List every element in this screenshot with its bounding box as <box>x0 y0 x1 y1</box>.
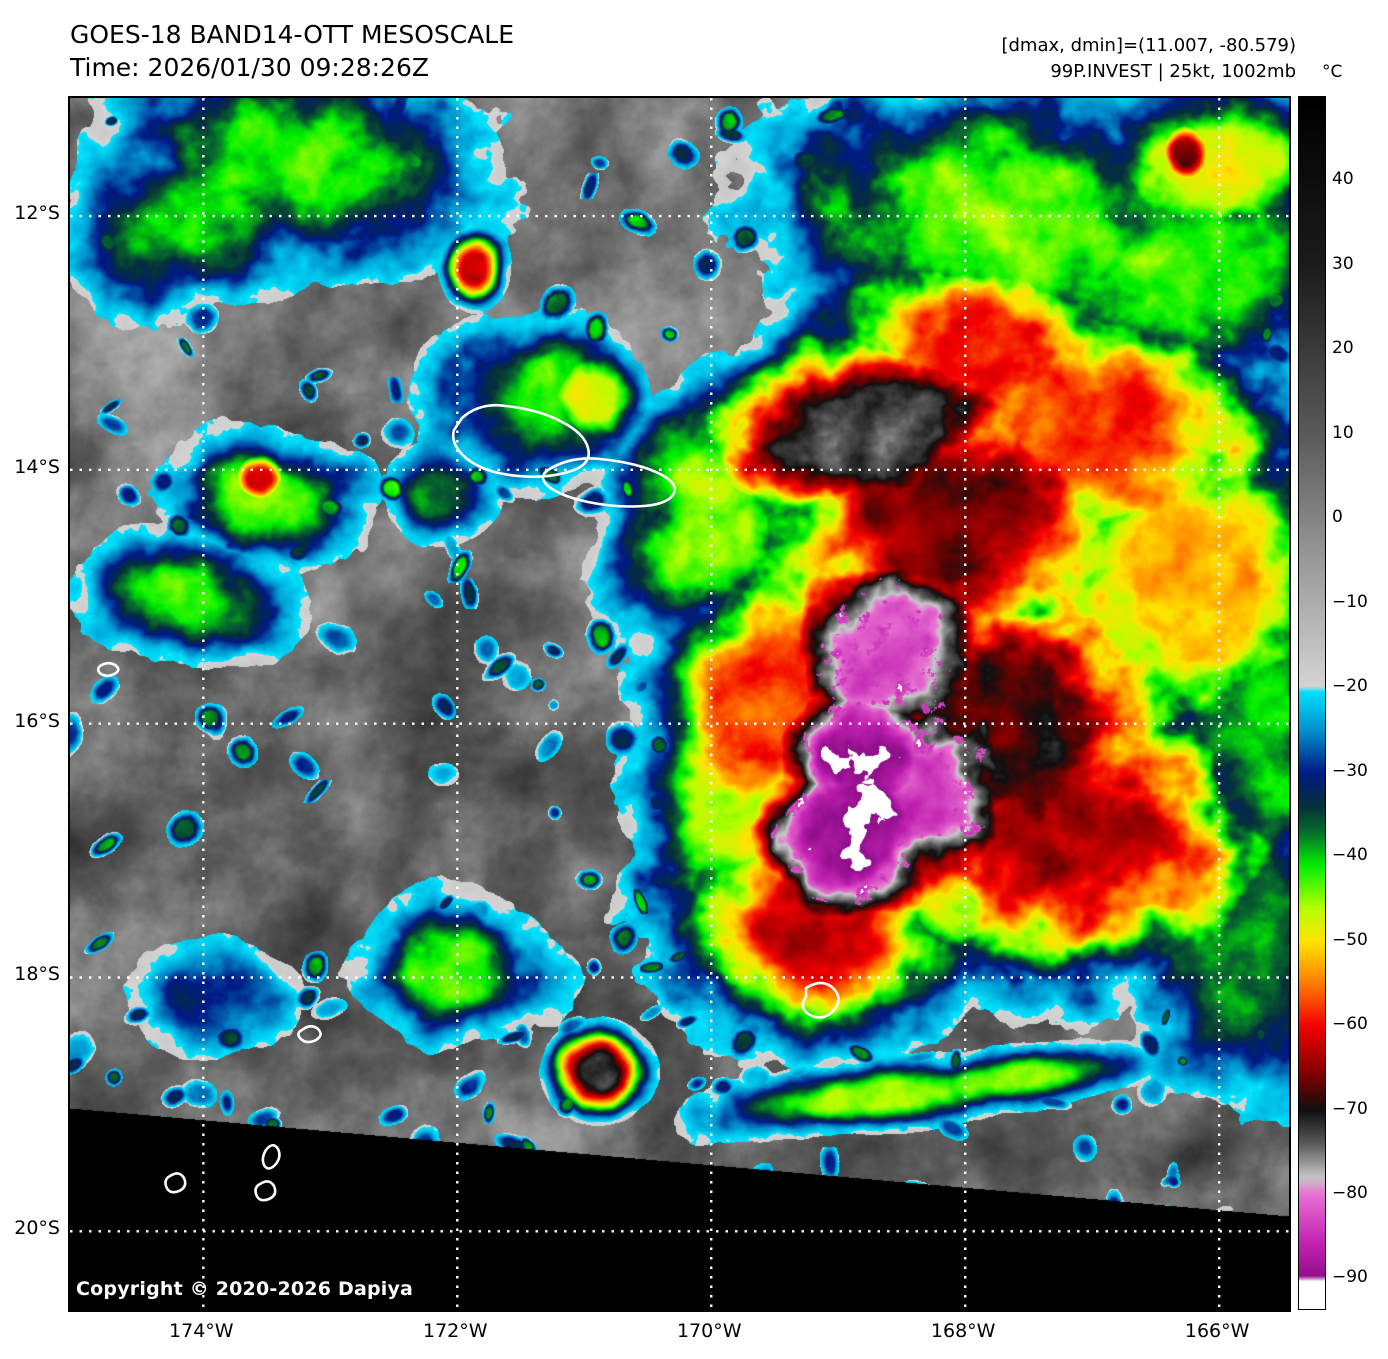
colorbar-tick-0: 0 <box>1332 507 1343 528</box>
colorbar-tick--40: −40 <box>1332 845 1368 866</box>
colorbar-tick-20: 20 <box>1332 338 1354 359</box>
lon-tick-168°W: 168°W <box>930 1320 996 1342</box>
page-title: GOES-18 BAND14-OTT MESOSCALE Time: 2026/… <box>70 18 514 84</box>
colorbar-tick--30: −30 <box>1332 760 1368 781</box>
colorbar-tick--70: −70 <box>1332 1098 1368 1119</box>
colorbar-tick-40: 40 <box>1332 169 1354 190</box>
storm-info: 99P.INVEST | 25kt, 1002mb <box>1050 60 1296 82</box>
lon-tick-174°W: 174°W <box>169 1320 234 1342</box>
colorbar-tick-10: 10 <box>1332 422 1354 443</box>
lat-tick-16°S: 16°S <box>14 709 60 732</box>
colorbar-tick--50: −50 <box>1332 929 1368 950</box>
colorbar-tick-30: 30 <box>1332 253 1354 274</box>
lat-tick-20°S: 20°S <box>14 1217 60 1240</box>
colorbar-tick--80: −80 <box>1332 1182 1368 1203</box>
colorbar-tick--90: −90 <box>1332 1267 1368 1288</box>
colorbar-tick--10: −10 <box>1332 591 1368 612</box>
colorbar-tick--60: −60 <box>1332 1014 1368 1035</box>
colorbar-tick--20: −20 <box>1332 676 1368 697</box>
colorbar <box>1298 96 1326 1310</box>
lon-tick-172°W: 172°W <box>423 1320 488 1342</box>
metadata-block: [dmax, dmin]=(11.007, -80.579) 99P.INVES… <box>1001 33 1296 84</box>
satellite-imagery-canvas[interactable] <box>70 98 1289 1310</box>
timestamp: Time: 2026/01/30 09:28:26Z <box>70 53 429 82</box>
colorbar-gradient <box>1299 97 1325 1309</box>
lat-tick-12°S: 12°S <box>14 202 60 225</box>
satellite-image-plot[interactable] <box>68 96 1291 1312</box>
lon-tick-166°W: 166°W <box>1184 1320 1250 1342</box>
lat-tick-18°S: 18°S <box>14 963 60 986</box>
lat-tick-14°S: 14°S <box>14 455 60 478</box>
product-title: GOES-18 BAND14-OTT MESOSCALE <box>70 20 515 49</box>
copyright-notice: Copyright © 2020-2026 Dapiya <box>76 1278 414 1300</box>
lon-tick-170°W: 170°W <box>676 1320 742 1342</box>
dminmax-readout: [dmax, dmin]=(11.007, -80.579) <box>1001 35 1296 56</box>
colorbar-unit-label: °C <box>1322 62 1343 82</box>
